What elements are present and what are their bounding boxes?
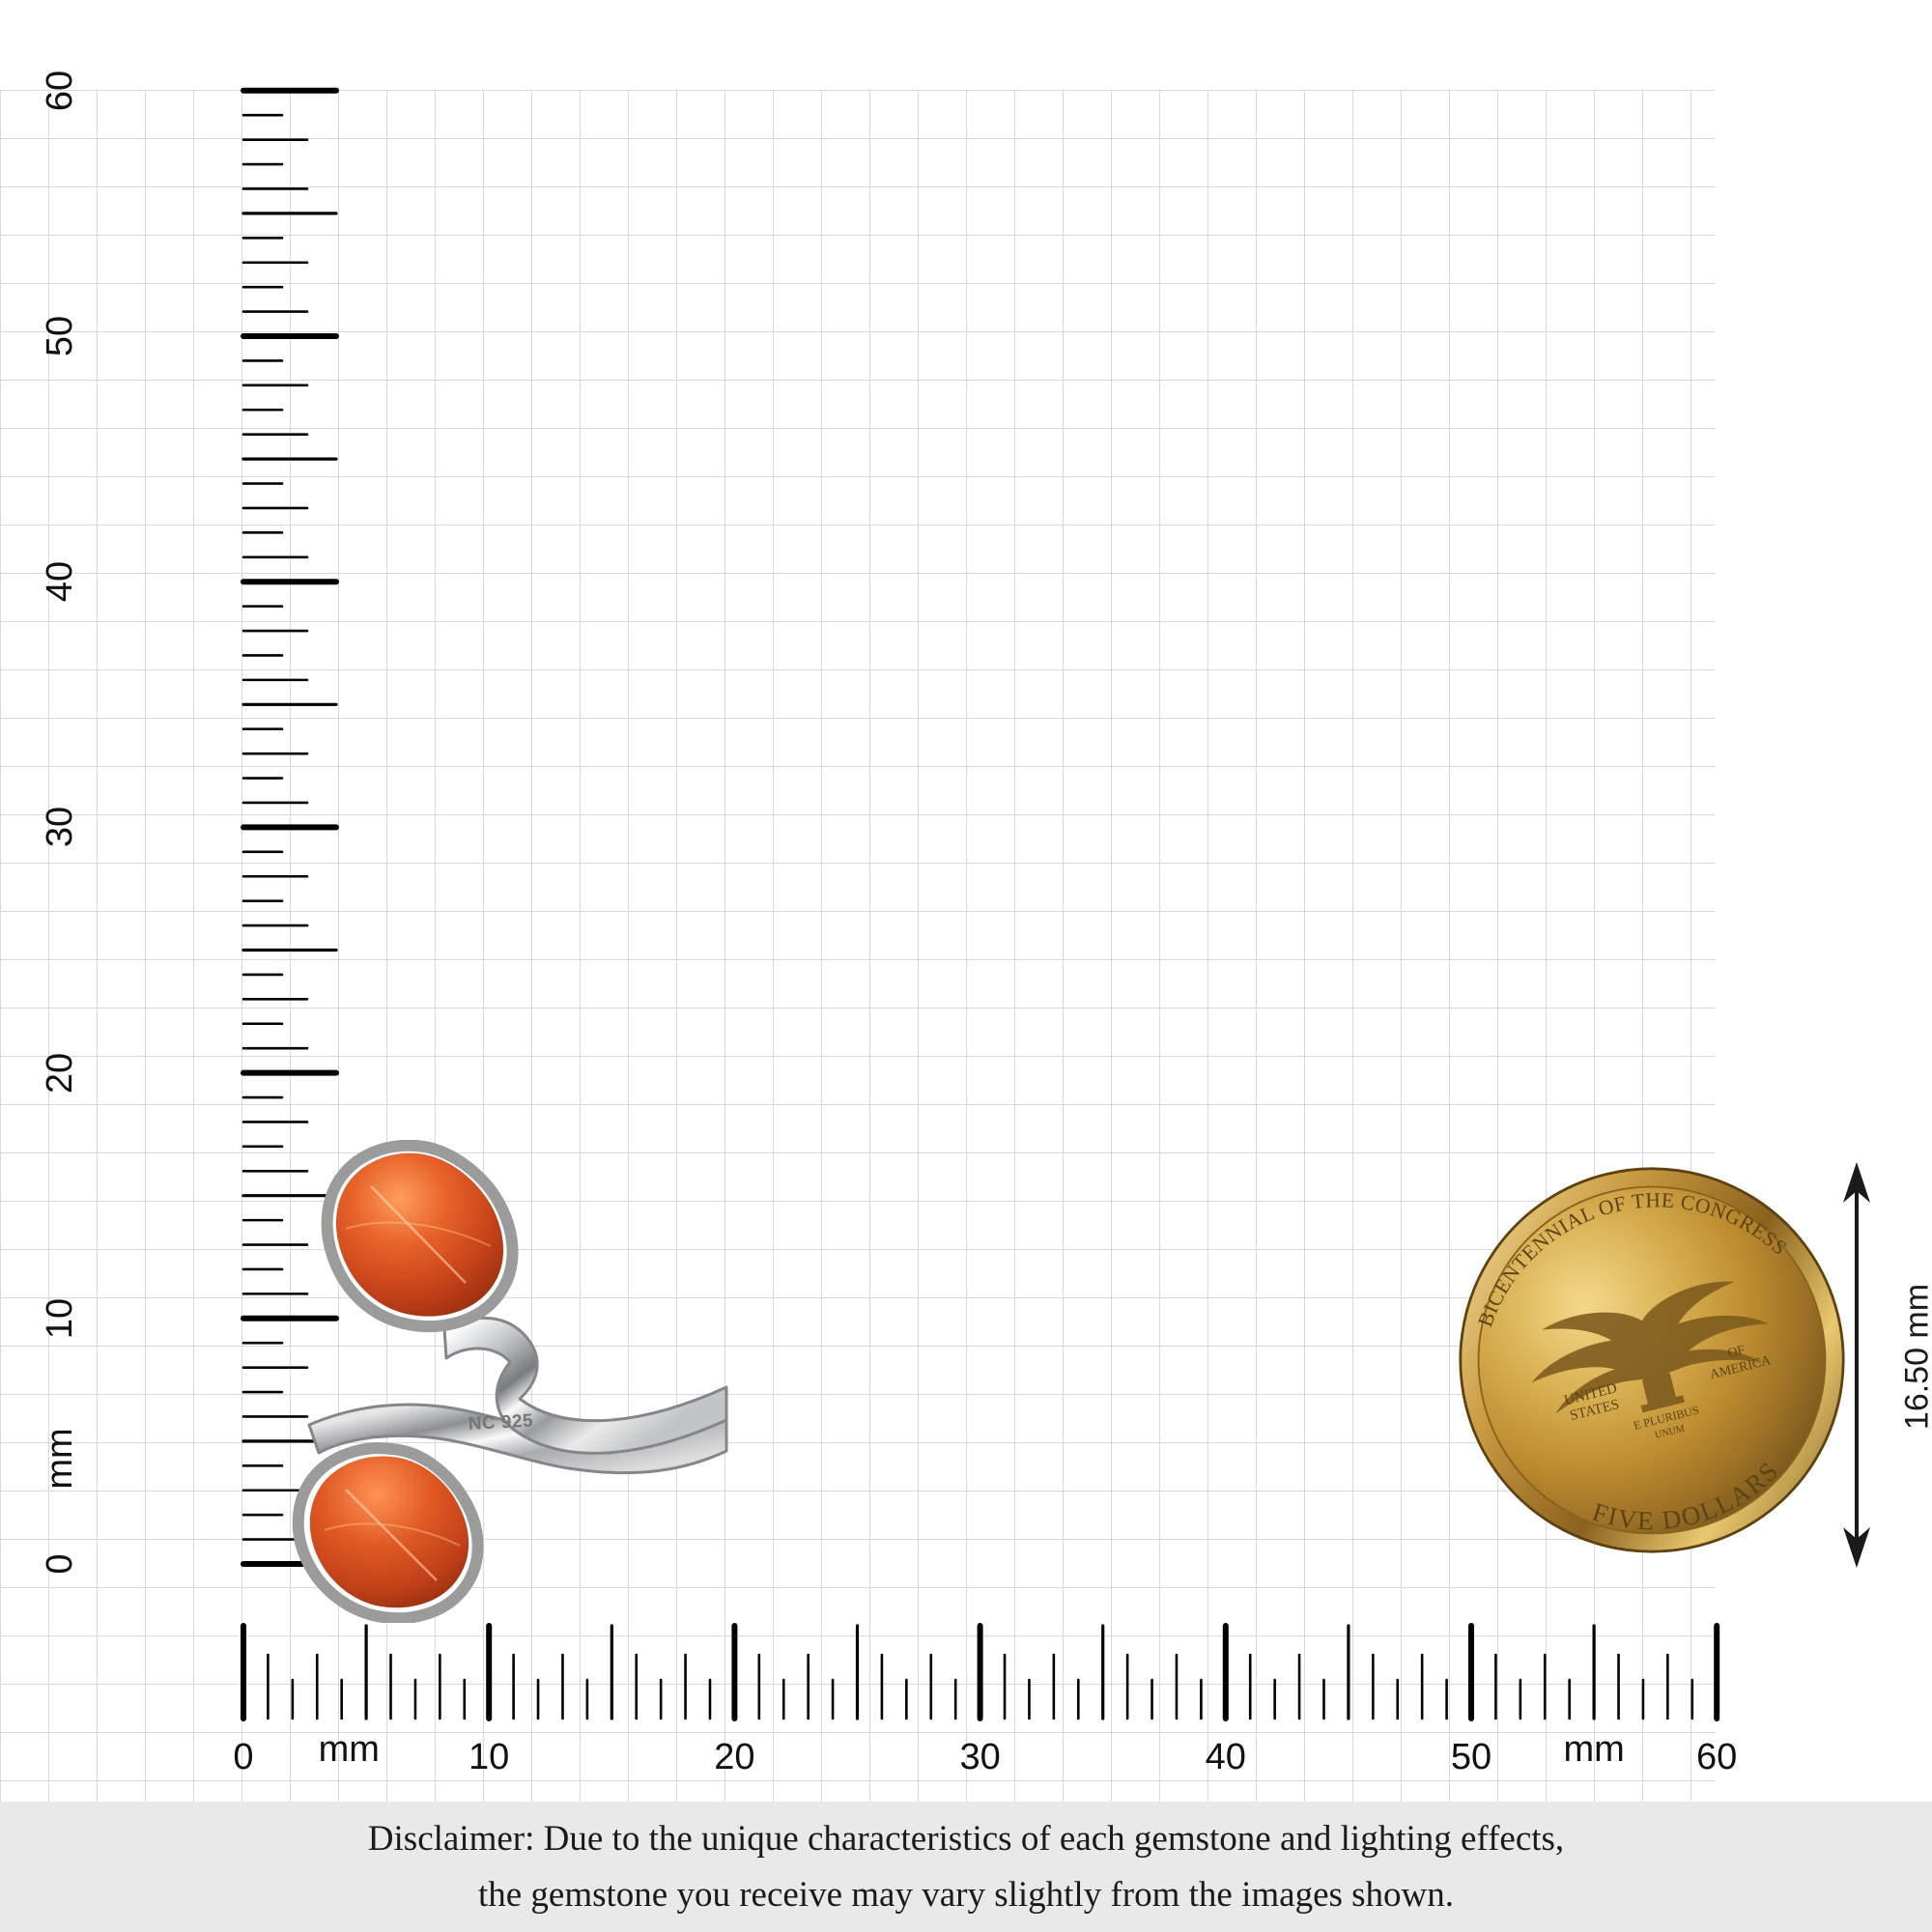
svg-text:NC 925: NC 925: [468, 1410, 533, 1434]
